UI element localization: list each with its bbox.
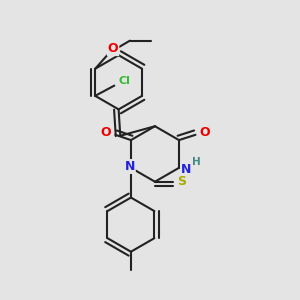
Text: O: O <box>108 42 118 55</box>
Text: Cl: Cl <box>118 76 130 85</box>
Text: H: H <box>102 130 111 140</box>
Text: N: N <box>124 160 135 173</box>
Text: H: H <box>192 157 201 167</box>
Text: N: N <box>181 163 191 176</box>
Text: S: S <box>178 175 187 188</box>
Text: O: O <box>200 126 210 139</box>
Text: O: O <box>100 126 111 139</box>
